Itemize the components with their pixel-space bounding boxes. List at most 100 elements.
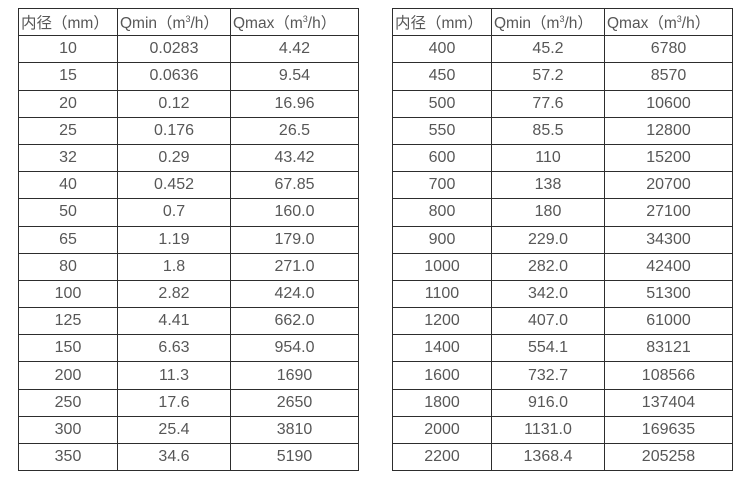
table-row: 1200 407.0 61000 [392,307,733,336]
header-qmin: Qmin（m3/h） [117,7,231,37]
table-row: 32 0.29 43.42 [18,143,359,173]
table-cell: 10600 [604,89,733,118]
table-row: 40 0.452 67.85 [18,171,359,200]
table-row: 1400 554.1 83121 [392,334,733,363]
table-cell: 0.0636 [117,62,231,91]
table-cell: 9.54 [230,62,359,91]
table-cell: 0.12 [117,89,231,118]
table-cell: 1600 [392,361,492,390]
table-cell: 1131.0 [491,415,605,445]
table-cell: 1000 [392,252,492,281]
table-cell: 554.1 [491,334,605,363]
table-row: 50 0.7 160.0 [18,198,359,227]
table-row: 2200 1368.4 205258 [392,442,733,472]
table-cell: 20700 [604,171,733,200]
table-row: 65 1.19 179.0 [18,225,359,254]
header-diameter: 内径（mm） [392,7,492,37]
table-row: 80 1.8 271.0 [18,252,359,281]
table-cell: 138 [491,171,605,200]
header-qmax-superscript: 3 [676,13,682,24]
table-cell: 1200 [392,307,492,336]
table-cell: 179.0 [230,225,359,254]
table-cell: 200 [18,361,118,390]
table-cell: 15 [18,62,118,91]
header-qmin-superscript: 3 [185,13,191,24]
header-qmin-suffix: /h） [190,15,219,33]
table-cell: 16.96 [230,89,359,118]
table-cell: 17.6 [117,388,231,417]
table-cell: 11.3 [117,361,231,390]
table-cell: 732.7 [491,361,605,390]
table-row: 150 6.63 954.0 [18,334,359,363]
table-cell: 85.5 [491,116,605,145]
table-cell: 900 [392,225,492,254]
flow-spec-table-large-diameters: 内径（mm） Qmin（m3/h） Qmax（m3/h） 400 45.2 6780… [392,7,733,472]
table-cell: 45.2 [491,35,605,64]
table-row: 15 0.0636 9.54 [18,62,359,91]
flow-spec-table-small-diameters: 内径（mm） Qmin（m3/h） Qmax（m3/h） 10 0.0283 4.4… [18,7,359,472]
table-cell: 300 [18,415,118,445]
table-cell: 282.0 [491,252,605,281]
table-cell: 229.0 [491,225,605,254]
table-row: 25 0.176 26.5 [18,116,359,145]
table-cell: 25.4 [117,415,231,445]
header-qmax-prefix: Qmax（m [607,15,677,33]
header-qmax-prefix: Qmax（m [233,15,303,33]
table-cell: 424.0 [230,279,359,309]
table-row: 450 57.2 8570 [392,62,733,91]
table-cell: 34.6 [117,442,231,472]
table-cell: 2000 [392,415,492,445]
table-cell: 80 [18,252,118,281]
table-cell: 250 [18,388,118,417]
table-cell: 916.0 [491,388,605,417]
table-cell: 42400 [604,252,733,281]
table-cell: 10 [18,35,118,64]
table-cell: 57.2 [491,62,605,91]
table-row: 125 4.41 662.0 [18,307,359,336]
header-qmax-superscript: 3 [302,13,308,24]
header-qmin-suffix: /h） [564,15,593,33]
table-cell: 32 [18,143,118,173]
header-qmin-superscript: 3 [559,13,565,24]
table-cell: 67.85 [230,171,359,200]
table-cell: 137404 [604,388,733,417]
table-cell: 0.29 [117,143,231,173]
table-cell: 25 [18,116,118,145]
table-row: 1600 732.7 108566 [392,361,733,390]
header-qmax: Qmax（m3/h） [230,7,359,37]
table-row: 500 77.6 10600 [392,89,733,118]
table-cell: 125 [18,307,118,336]
table-cell: 205258 [604,442,733,472]
table-cell: 2200 [392,442,492,472]
table-row: 2000 1131.0 169635 [392,415,733,445]
table-cell: 61000 [604,307,733,336]
table-cell: 43.42 [230,143,359,173]
table-cell: 5190 [230,442,359,472]
table-row: 10 0.0283 4.42 [18,35,359,64]
table-cell: 77.6 [491,89,605,118]
table-cell: 271.0 [230,252,359,281]
table-row: 700 138 20700 [392,171,733,200]
header-diameter: 内径（mm） [18,7,118,37]
table-cell: 108566 [604,361,733,390]
table-cell: 550 [392,116,492,145]
table-cell: 0.7 [117,198,231,227]
table-cell: 600 [392,143,492,173]
table-cell: 27100 [604,198,733,227]
table-cell: 1100 [392,279,492,309]
table-row: 900 229.0 34300 [392,225,733,254]
table-row: 350 34.6 5190 [18,442,359,472]
table-cell: 51300 [604,279,733,309]
table-cell: 1400 [392,334,492,363]
table-row: 550 85.5 12800 [392,116,733,145]
header-qmin-prefix: Qmin（m [494,15,560,33]
table-cell: 0.452 [117,171,231,200]
table-cell: 954.0 [230,334,359,363]
table-cell: 50 [18,198,118,227]
table-cell: 500 [392,89,492,118]
table-cell: 26.5 [230,116,359,145]
table-cell: 407.0 [491,307,605,336]
table-cell: 8570 [604,62,733,91]
table-cell: 4.42 [230,35,359,64]
table-cell: 100 [18,279,118,309]
